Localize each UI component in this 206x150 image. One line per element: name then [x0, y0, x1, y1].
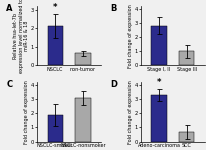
Bar — [75, 98, 90, 142]
Bar — [75, 53, 90, 65]
Bar — [151, 26, 166, 65]
Y-axis label: Fold change of expression: Fold change of expression — [128, 4, 132, 68]
Bar — [47, 26, 62, 65]
Text: C: C — [6, 80, 13, 89]
Y-axis label: Fold change of expression: Fold change of expression — [128, 80, 132, 144]
Y-axis label: Relative hsa-let-7b
expression level normalized to
miR-16 & 18: Relative hsa-let-7b expression level nor… — [13, 0, 29, 73]
Text: *: * — [53, 3, 57, 12]
Bar — [178, 132, 194, 142]
Text: *: * — [156, 78, 160, 87]
Bar — [47, 115, 62, 142]
Text: D: D — [110, 80, 117, 89]
Bar — [151, 95, 166, 142]
Y-axis label: Fold change of expression: Fold change of expression — [24, 80, 29, 144]
Text: B: B — [110, 4, 116, 13]
Bar — [178, 51, 194, 65]
Text: A: A — [6, 4, 13, 13]
